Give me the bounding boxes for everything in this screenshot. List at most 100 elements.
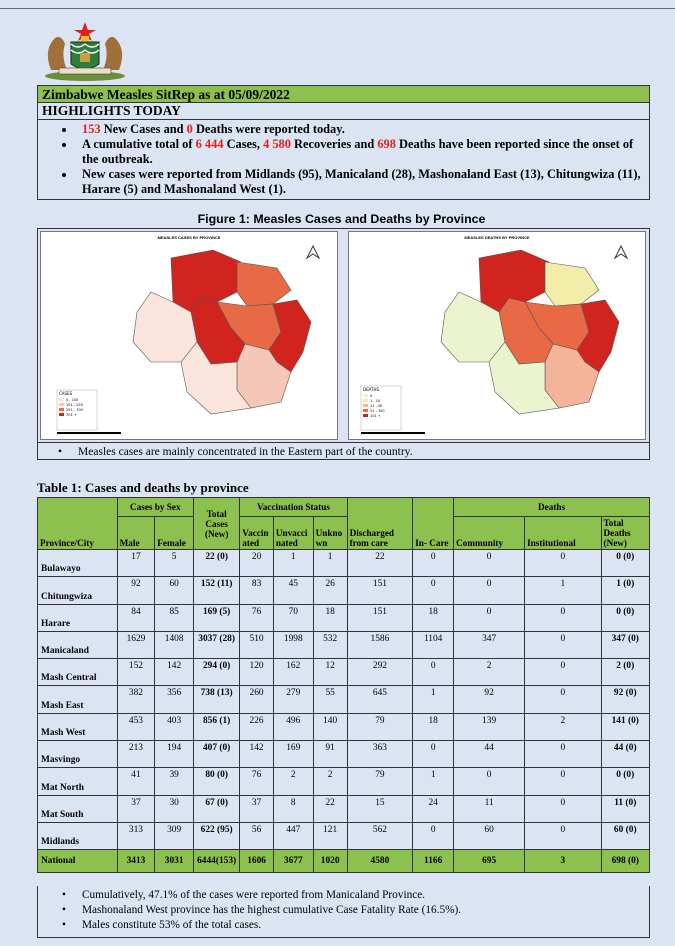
table-cell: 18 xyxy=(312,603,348,632)
table-cell: 169 (5) xyxy=(193,603,241,632)
deaths-map-graphic: DEATHS 0 1 - 10 11 - 50 51 - 100 101 + xyxy=(360,244,629,434)
table-cell: 313 xyxy=(116,821,156,851)
table-cell: 0 xyxy=(524,603,602,632)
table-cell: 0 xyxy=(524,794,602,823)
table-cell: 60 (0) xyxy=(600,821,651,851)
table-cell: 22 (0) xyxy=(193,548,241,578)
national-cell: 3677 xyxy=(272,849,314,874)
table-cell: 0 (0) xyxy=(600,603,651,632)
table-cell: 18 xyxy=(412,603,455,632)
top-rule xyxy=(0,8,675,9)
th-group-vacc: Vaccination Status xyxy=(239,497,348,517)
th-total-deaths: Total Deaths (New) xyxy=(600,516,651,550)
table-cell: 56 xyxy=(239,821,274,851)
table-cell: 67 (0) xyxy=(193,794,241,823)
table-cell: 60 xyxy=(154,576,195,605)
table-cell: 120 xyxy=(239,658,274,687)
table-cell: 0 (0) xyxy=(600,548,651,578)
note-item: Cumulatively, 47.1% of the cases were re… xyxy=(62,888,649,903)
cases-legend-title: CASES xyxy=(59,391,73,396)
province-cell: Mash West xyxy=(37,712,118,742)
national-cell: 695 xyxy=(453,849,526,874)
table-cell: 15 xyxy=(346,794,414,823)
table-cell: 83 xyxy=(239,576,274,605)
highlights-list: 153 New Cases and 0 Deaths were reported… xyxy=(38,120,649,199)
province-cell: Chitungwiza xyxy=(37,576,118,605)
deaths-legend-item: 51 - 100 xyxy=(370,409,385,413)
table-cell: 5 xyxy=(154,548,195,578)
table-cell: 453 xyxy=(116,712,156,742)
table-row: Mash Central 152 142 294 (0) 120 162 12 292 0 2 0 2… xyxy=(37,658,651,687)
table-cell: 1 xyxy=(412,767,455,796)
province-cell: Mash East xyxy=(37,685,118,714)
table-cell: 1 xyxy=(312,548,348,578)
table-cell: 1 xyxy=(272,548,314,578)
table-cell: 84 xyxy=(116,603,156,632)
table-cell: 30 xyxy=(154,794,195,823)
cases-map: MEASLES CASES BY PROVINCE CASES 0 - 100 … xyxy=(40,231,338,440)
table-cell: 1104 xyxy=(412,630,455,660)
table-cell: 12 xyxy=(312,658,348,687)
table-cell: 382 xyxy=(116,685,156,714)
table-cell: 139 xyxy=(453,712,526,742)
table-cell: 0 xyxy=(524,630,602,660)
th-institutional: Institutional xyxy=(524,516,602,550)
table-cell: 44 xyxy=(453,740,526,769)
table-cell: 92 (0) xyxy=(600,685,651,714)
table-cell: 0 (0) xyxy=(600,767,651,796)
table-cell: 152 xyxy=(116,658,156,687)
table-cell: 18 xyxy=(412,712,455,742)
table-row-national: National 3413 3031 6444(153) 1606 3677 1020 458… xyxy=(37,849,651,874)
table-cell: 85 xyxy=(154,603,195,632)
table-row: Mash West 453 403 856 (1) 226 496 140 79 18 139 2 1… xyxy=(37,712,651,742)
national-cell: 4580 xyxy=(346,849,414,874)
table-cell: 1 xyxy=(524,576,602,605)
table-cell: 140 xyxy=(312,712,348,742)
table-cell: 226 xyxy=(239,712,274,742)
th-province: Province/City xyxy=(37,497,118,550)
table-cell: 92 xyxy=(116,576,156,605)
table-cell: 41 xyxy=(116,767,156,796)
th-unknown: Unkno wn xyxy=(312,516,348,550)
bullet-icon: • xyxy=(58,446,63,458)
table-cell: 76 xyxy=(239,603,274,632)
highlight-item: A cumulative total of 6 444 Cases, 4 580… xyxy=(76,137,641,167)
cases-legend-item: 0 - 100 xyxy=(66,398,78,402)
table-cell: 0 xyxy=(412,576,455,605)
table-cell: 22 xyxy=(346,548,414,578)
province-cell: Harare xyxy=(37,603,118,632)
table-cell: 22 xyxy=(312,794,348,823)
table-cell: 1629 xyxy=(116,630,156,660)
table-cell: 142 xyxy=(239,740,274,769)
table-cell: 1408 xyxy=(154,630,195,660)
north-arrow-icon xyxy=(613,244,629,260)
table-cell: 24 xyxy=(412,794,455,823)
table-cell: 39 xyxy=(154,767,195,796)
highlight-item: 153 New Cases and 0 Deaths were reported… xyxy=(76,122,641,137)
note-item: Males constitute 53% of the total cases. xyxy=(62,918,649,933)
table-cell: 76 xyxy=(239,767,274,796)
deaths-legend-item: 11 - 50 xyxy=(370,404,382,408)
th-group-deaths: Deaths xyxy=(453,497,650,517)
table-row: Midlands 313 309 622 (95) 56 447 121 562 0 60 0 60 … xyxy=(37,821,651,851)
table-cell: 1 (0) xyxy=(600,576,651,605)
table-cell: 55 xyxy=(312,685,348,714)
coat-of-arms-emblem xyxy=(45,22,125,81)
national-cell: 1020 xyxy=(312,849,348,874)
figure-box: MEASLES CASES BY PROVINCE CASES 0 - 100 … xyxy=(37,228,650,460)
national-cell: 1606 xyxy=(239,849,274,874)
table-cell: 121 xyxy=(312,821,348,851)
table-cell: 1586 xyxy=(346,630,414,660)
province-cell: Masvingo xyxy=(37,740,118,769)
th-community: Community xyxy=(453,516,526,550)
national-cell: 3031 xyxy=(154,849,195,874)
table-cell: 169 xyxy=(272,740,314,769)
cases-legend-item: 101 - 250 xyxy=(66,403,83,407)
cases-map-graphic: CASES 0 - 100 101 - 250 251 - 700 701 + xyxy=(56,244,321,434)
th-female: Female xyxy=(154,516,195,550)
table-title: Table 1: Cases and deaths by province xyxy=(37,480,249,495)
table-cell: 0 xyxy=(524,767,602,796)
table-row: Masvingo 213 194 407 (0) 142 169 91 363 0 44 0 44 (… xyxy=(37,740,651,769)
th-male: Male xyxy=(116,516,156,550)
table-cell: 2 xyxy=(453,658,526,687)
